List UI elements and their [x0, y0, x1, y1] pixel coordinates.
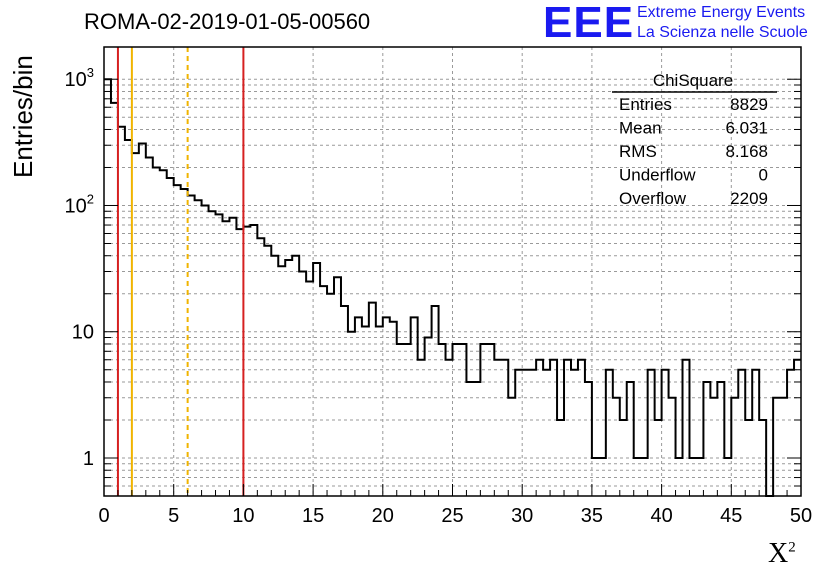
x-tick-label: 30	[511, 505, 533, 527]
x-tick-label: 5	[168, 505, 179, 527]
logo-caption-line2: La Scienza nelle Scuole	[637, 24, 808, 41]
stats-label-entries: Entries	[619, 95, 672, 114]
x-tick-label: 10	[232, 505, 254, 527]
stats-value-rms: 8.168	[725, 142, 768, 161]
stats-value-underflow: 0	[759, 166, 768, 185]
y-tick-label: 103	[65, 65, 94, 91]
eee-logo: EEE	[543, 0, 635, 47]
x-axis-label-exponent: 2	[788, 539, 796, 556]
logo-caption-line1: Extreme Energy Events	[637, 4, 806, 21]
stats-box-title: ChiSquare	[653, 71, 733, 90]
x-tick-label: 40	[650, 505, 672, 527]
x-tick-label: 45	[720, 505, 742, 527]
x-tick-label: 15	[302, 505, 324, 527]
x-tick-label: 0	[98, 505, 109, 527]
histogram-series	[104, 78, 801, 497]
x-tick-label: 25	[441, 505, 463, 527]
stats-label-mean: Mean	[619, 119, 662, 138]
x-tick-label: 50	[790, 505, 812, 527]
stats-value-overflow: 2209	[730, 189, 768, 208]
x-axis-label: X2	[768, 538, 796, 570]
x-tick-label: 20	[372, 505, 394, 527]
stats-value-entries: 8829	[730, 95, 768, 114]
stats-value-mean: 6.031	[725, 119, 768, 138]
x-tick-label: 35	[581, 505, 603, 527]
stats-label-rms: RMS	[619, 142, 657, 161]
plot-title: ROMA-02-2019-01-05-00560	[84, 9, 371, 34]
y-tick-label: 10	[72, 322, 94, 344]
y-tick-label: 1	[83, 448, 94, 470]
stats-label-underflow: Underflow	[619, 166, 696, 185]
y-tick-label: 102	[65, 191, 94, 217]
stats-label-overflow: Overflow	[619, 189, 687, 208]
x-axis-label-base: X	[768, 538, 789, 569]
